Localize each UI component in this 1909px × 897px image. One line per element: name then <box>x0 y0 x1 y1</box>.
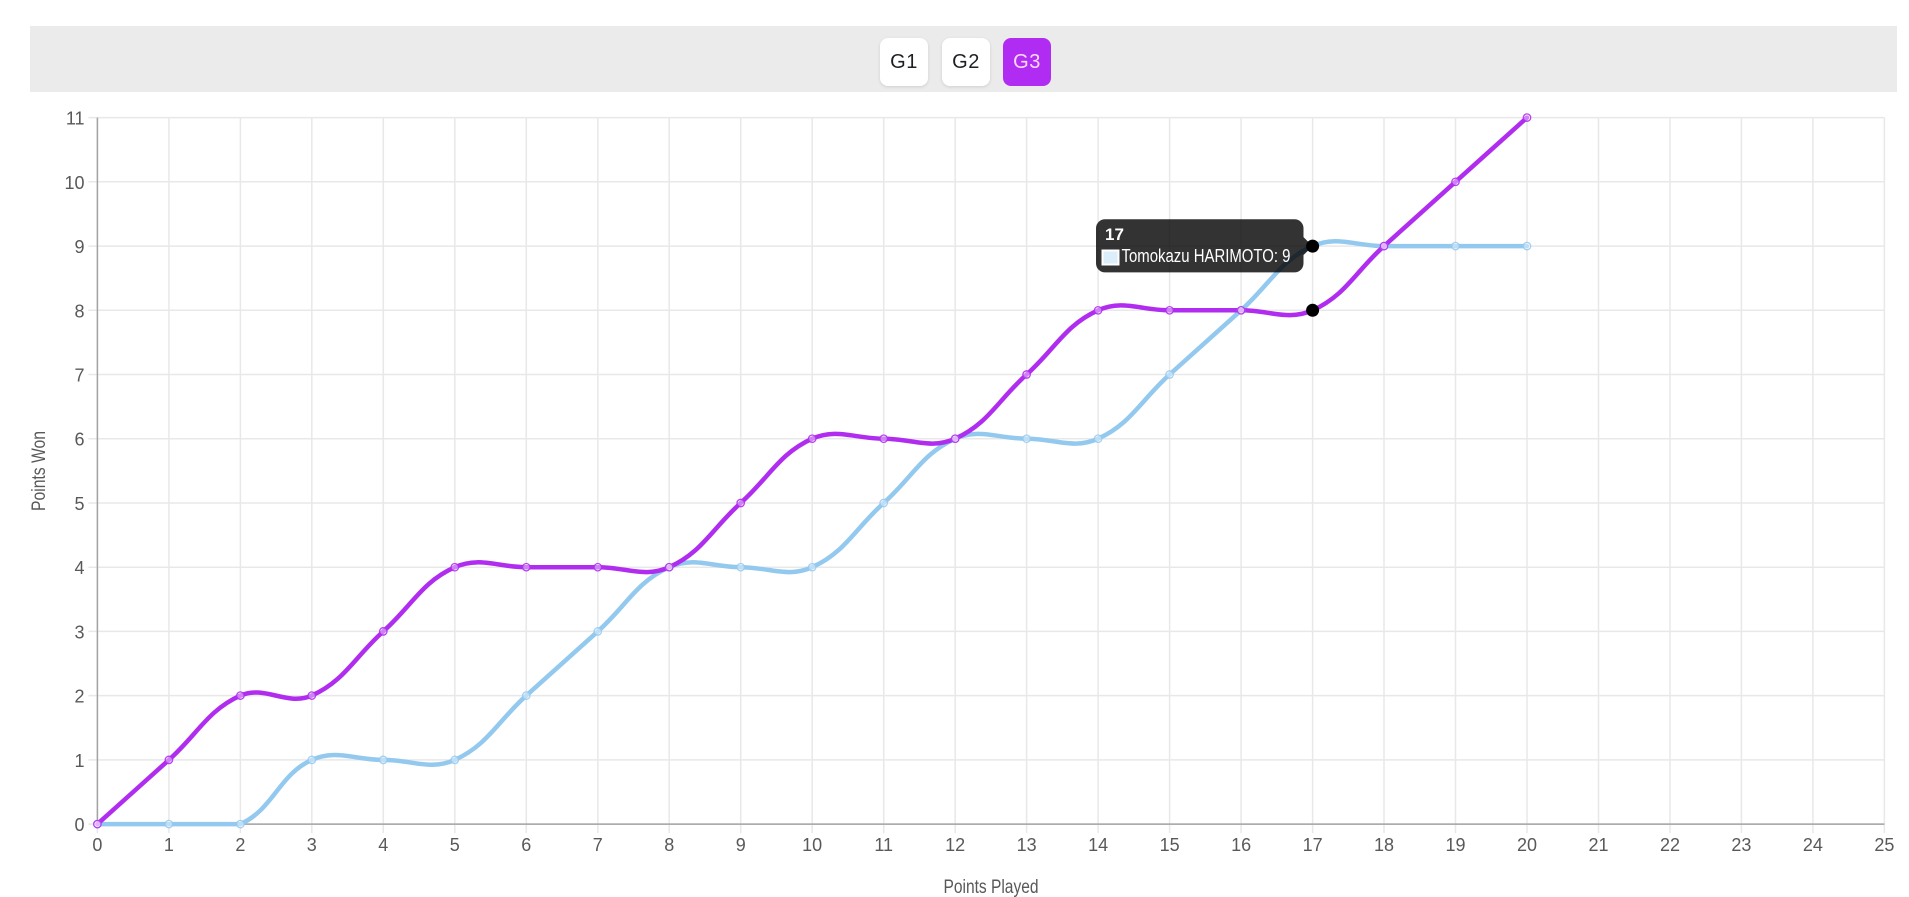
svg-text:21: 21 <box>1588 835 1608 855</box>
svg-text:Points Played: Points Played <box>944 877 1039 897</box>
svg-text:7: 7 <box>593 835 603 855</box>
svg-text:22: 22 <box>1660 835 1680 855</box>
svg-text:8: 8 <box>74 301 84 321</box>
svg-text:20: 20 <box>1517 835 1537 855</box>
svg-text:13: 13 <box>1017 835 1037 855</box>
svg-text:5: 5 <box>450 835 460 855</box>
svg-text:12: 12 <box>945 835 965 855</box>
svg-text:11: 11 <box>874 835 893 855</box>
svg-text:24: 24 <box>1803 835 1823 855</box>
svg-text:23: 23 <box>1731 835 1751 855</box>
svg-text:25: 25 <box>1874 835 1894 855</box>
svg-text:7: 7 <box>74 366 84 386</box>
svg-text:8: 8 <box>664 835 674 855</box>
svg-text:11: 11 <box>66 109 85 129</box>
svg-text:14: 14 <box>1088 835 1108 855</box>
svg-text:1: 1 <box>164 835 174 855</box>
svg-text:5: 5 <box>74 494 84 514</box>
svg-text:10: 10 <box>802 835 822 855</box>
svg-text:15: 15 <box>1160 835 1180 855</box>
svg-text:Points Won: Points Won <box>29 431 50 511</box>
svg-text:Tomokazu HARIMOTO: 9: Tomokazu HARIMOTO: 9 <box>1122 246 1291 266</box>
svg-text:18: 18 <box>1374 835 1394 855</box>
svg-text:17: 17 <box>1105 225 1124 244</box>
svg-text:0: 0 <box>74 815 84 835</box>
svg-text:9: 9 <box>736 835 746 855</box>
svg-text:4: 4 <box>378 835 388 855</box>
svg-text:3: 3 <box>74 622 84 642</box>
svg-text:10: 10 <box>64 173 84 193</box>
svg-text:2: 2 <box>235 835 245 855</box>
svg-text:19: 19 <box>1445 835 1465 855</box>
svg-text:16: 16 <box>1231 835 1251 855</box>
svg-text:4: 4 <box>74 558 84 578</box>
svg-text:0: 0 <box>92 835 102 855</box>
svg-text:2: 2 <box>74 687 84 707</box>
svg-text:9: 9 <box>74 237 84 257</box>
svg-text:6: 6 <box>74 430 84 450</box>
svg-text:3: 3 <box>307 835 317 855</box>
svg-text:1: 1 <box>74 751 84 771</box>
svg-text:6: 6 <box>521 835 531 855</box>
svg-text:17: 17 <box>1303 835 1323 855</box>
